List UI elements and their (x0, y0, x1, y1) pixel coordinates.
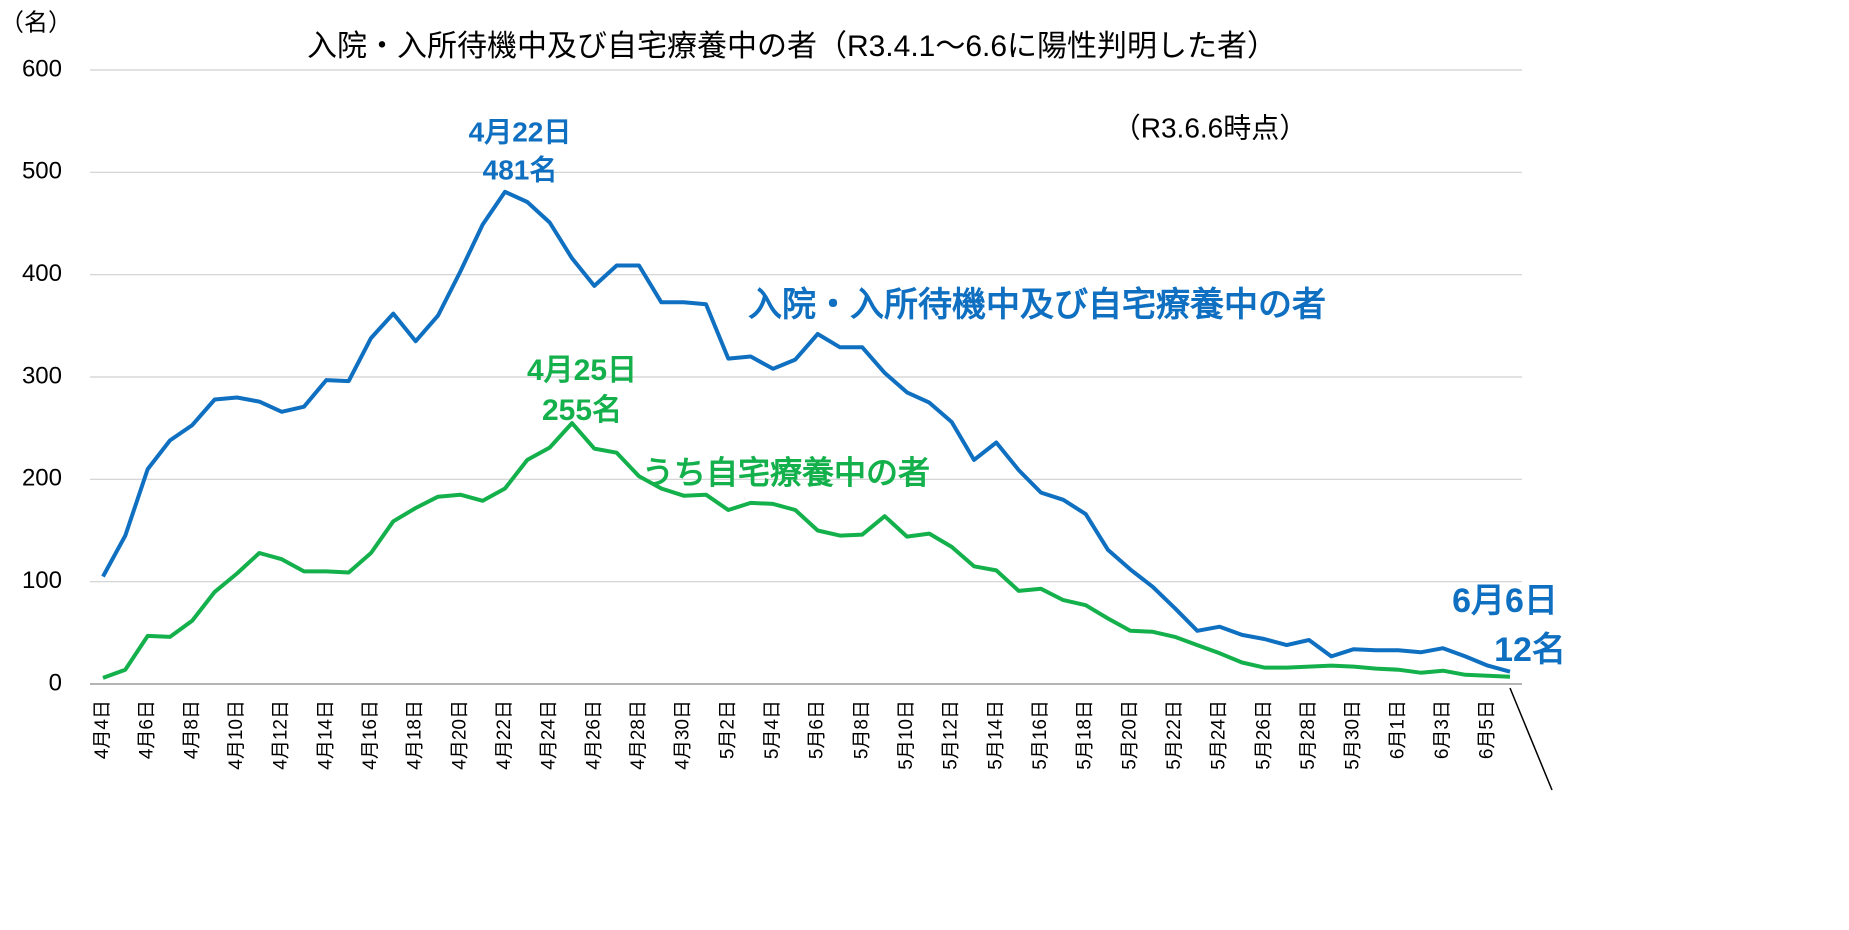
x-tick-label: 4月30日 (673, 700, 694, 770)
x-tick-label: 5月12日 (941, 700, 962, 770)
x-tick-label: 4月10日 (226, 700, 247, 770)
chart-subtitle: （R3.6.6時点） (1113, 112, 1308, 143)
y-tick-label: 100 (22, 567, 62, 594)
series-label: 入院・入所待機中及び自宅療養中の者 (748, 285, 1326, 324)
x-tick-label: 5月22日 (1164, 700, 1185, 770)
y-tick-label: 200 (22, 465, 62, 492)
annotation: 12名 (1494, 631, 1566, 669)
x-tick-label: 4月22日 (494, 700, 515, 770)
x-tick-label: 5月4日 (762, 700, 783, 759)
y-tick-label: 0 (49, 669, 62, 696)
x-tick-label: 4月18日 (405, 700, 426, 770)
x-tick-label: 4月14日 (315, 700, 336, 770)
x-tick-label: 4月4日 (92, 700, 113, 759)
annotation: 4月25日 (527, 354, 637, 387)
x-tick-label: 6月5日 (1477, 700, 1498, 759)
x-tick-label: 5月2日 (717, 700, 738, 759)
y-tick-label: 300 (22, 362, 62, 389)
x-tick-label: 6月3日 (1432, 700, 1453, 759)
x-tick-label: 5月8日 (851, 700, 872, 759)
x-tick-label: 4月16日 (360, 700, 381, 770)
leader-line (1509, 687, 1553, 791)
x-tick-label: 4月26日 (583, 700, 604, 770)
x-tick-label: 4月28日 (628, 700, 649, 770)
series-label: うち自宅療養中の者 (642, 454, 930, 490)
annotation: 255名 (542, 394, 622, 427)
x-tick-label: 5月6日 (807, 700, 828, 759)
x-tick-label: 6月1日 (1387, 700, 1408, 759)
x-tick-label: 5月28日 (1298, 700, 1319, 770)
series-line (101, 189, 1511, 674)
x-tick-label: 5月24日 (1209, 700, 1230, 770)
annotation: 6月6日 (1452, 582, 1558, 620)
chart-title: 入院・入所待機中及び自宅療養中の者（R3.4.1～6.6に陽性判明した者） (307, 30, 1277, 63)
y-tick-label: 500 (22, 158, 62, 185)
x-tick-label: 5月10日 (896, 700, 917, 770)
x-tick-label: 5月30日 (1343, 700, 1364, 770)
x-tick-label: 5月20日 (1119, 700, 1140, 770)
x-tick-label: 4月24日 (539, 700, 560, 770)
x-tick-label: 4月12日 (271, 700, 292, 770)
series-line (102, 421, 1511, 680)
y-tick-label: 400 (22, 260, 62, 287)
x-tick-label: 5月18日 (1075, 700, 1096, 770)
y-tick-label: 600 (22, 55, 62, 82)
y-axis-label: （名） (0, 9, 72, 36)
x-tick-label: 4月8日 (181, 700, 202, 759)
x-tick-label: 4月6日 (137, 700, 158, 759)
x-tick-label: 5月14日 (985, 700, 1006, 770)
x-tick-label: 5月26日 (1253, 700, 1274, 770)
annotation: 4月22日 (469, 116, 572, 147)
x-tick-label: 5月16日 (1030, 700, 1051, 770)
x-tick-label: 4月20日 (449, 700, 470, 770)
annotation: 481名 (483, 154, 558, 185)
